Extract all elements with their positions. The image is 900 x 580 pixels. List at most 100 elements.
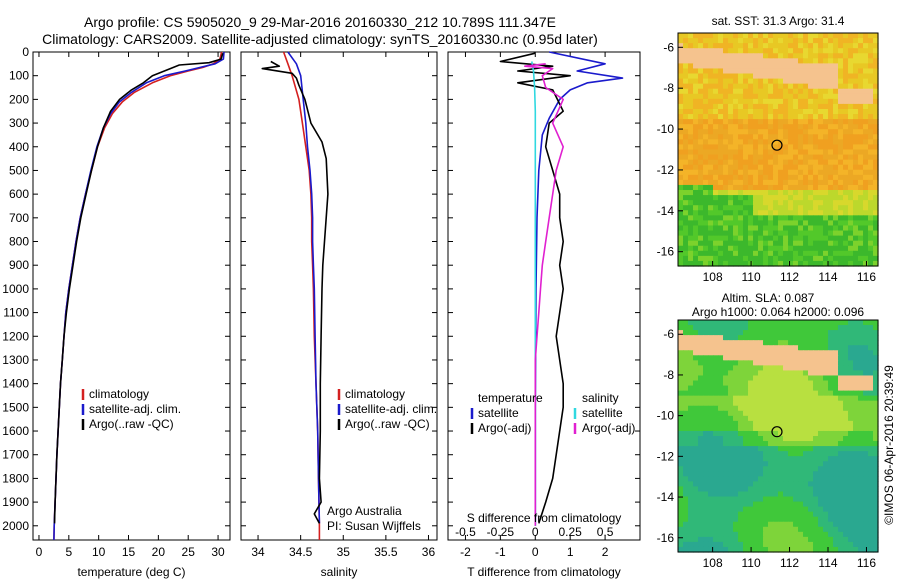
map-cell (808, 516, 814, 523)
map-cell (858, 144, 864, 151)
map-cell (753, 375, 759, 382)
map-cell (873, 78, 879, 85)
map-cell (803, 415, 809, 422)
map-cell (823, 430, 829, 437)
map-cell (833, 98, 839, 105)
map-cell (803, 355, 809, 361)
y-tick-label: 0 (22, 45, 29, 59)
map-cell (813, 436, 819, 442)
map-cell (713, 410, 719, 417)
map-cell (768, 541, 774, 548)
map-cell (813, 245, 819, 252)
map-cell (688, 48, 694, 54)
map-cell (838, 461, 844, 467)
map-cell (853, 93, 859, 100)
map-cell (858, 425, 864, 432)
map-cell (808, 521, 814, 528)
map-cell (803, 506, 809, 513)
map-cell (788, 420, 794, 427)
map-cell (823, 255, 829, 262)
map-cell (868, 451, 874, 457)
map-cell (873, 129, 879, 135)
map-cell (783, 83, 789, 90)
map-cell (773, 235, 779, 242)
map-cell (798, 491, 804, 498)
map-cell (808, 405, 814, 412)
map-cell (708, 225, 714, 232)
map-cell (693, 355, 699, 361)
map-cell (798, 425, 804, 432)
map-cell (678, 425, 684, 432)
map-cell (838, 521, 844, 528)
map-cell (718, 531, 724, 538)
map-cell (688, 335, 694, 341)
map-cell (693, 73, 699, 80)
map-cell (708, 400, 714, 407)
y-tick-label: -10 (657, 122, 675, 136)
map-cell (698, 395, 704, 402)
map-cell (808, 476, 814, 482)
map-cell (748, 325, 754, 331)
map-cell (788, 119, 794, 125)
map-cell (788, 506, 794, 513)
map-cell (858, 385, 864, 392)
y-tick-label: -12 (657, 163, 675, 177)
map-cell (818, 144, 824, 151)
map-cell (798, 420, 804, 427)
map-cell (678, 430, 684, 437)
map-cell (688, 516, 694, 523)
map-cell (698, 390, 704, 397)
map-cell (828, 235, 834, 242)
map-cell (863, 43, 869, 49)
map-cell (753, 48, 759, 54)
map-cell (813, 164, 819, 171)
map-cell (723, 471, 729, 477)
map-cell (828, 255, 834, 262)
map-cell (718, 260, 724, 267)
map-cell (808, 375, 814, 382)
map-cell (773, 225, 779, 232)
map-cell (688, 506, 694, 513)
map-cell (683, 415, 689, 422)
map-cell (718, 526, 724, 533)
map-cell (683, 526, 689, 533)
map-cell (838, 481, 844, 488)
map-cell (778, 516, 784, 523)
map-cell (858, 169, 864, 176)
map-cell (803, 481, 809, 488)
map-cell (678, 380, 684, 387)
map-cell (733, 380, 739, 387)
map-cell (793, 190, 799, 196)
map-cell (808, 33, 814, 39)
map-cell (778, 526, 784, 533)
map-cell (688, 174, 694, 181)
map-cell (683, 88, 689, 95)
map-cell (778, 88, 784, 95)
map-cell (773, 365, 779, 372)
map-cell (788, 441, 794, 447)
map-cell (718, 436, 724, 442)
map-cell (808, 461, 814, 467)
map-cell (698, 235, 704, 242)
map-cell (728, 124, 734, 130)
map-cell (838, 345, 844, 351)
map-cell (843, 496, 849, 503)
map-cell (868, 491, 874, 498)
map-cell (788, 48, 794, 54)
map-cell (703, 365, 709, 372)
map-cell (693, 501, 699, 508)
map-cell (793, 481, 799, 488)
map-cell (713, 33, 719, 39)
map-cell (718, 33, 724, 39)
map-cell (748, 98, 754, 105)
map-cell (708, 144, 714, 151)
map-cell (848, 230, 854, 237)
map-cell (853, 390, 859, 397)
map-cell (783, 526, 789, 533)
map-cell (708, 33, 714, 39)
map-cell (688, 119, 694, 125)
map-cell (873, 456, 879, 462)
map-cell (753, 129, 759, 135)
map-cell (753, 516, 759, 523)
map-cell (718, 415, 724, 422)
